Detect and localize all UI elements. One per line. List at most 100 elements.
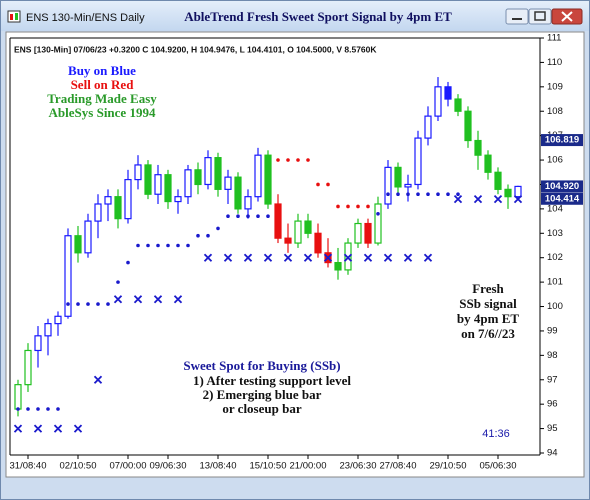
candle-body (274, 203, 282, 239)
y-tick-label: 111 (547, 33, 561, 44)
x-mark (113, 295, 123, 304)
candle-body (84, 220, 92, 254)
stop-dot (376, 211, 380, 216)
candle-body (164, 174, 172, 203)
x-mark (303, 253, 313, 262)
candle-body (504, 188, 512, 198)
stop-dot (176, 243, 180, 248)
y-tick-label: 101 (547, 277, 563, 288)
stop-dot (216, 226, 220, 231)
stop-dot (276, 158, 280, 162)
candle-body (394, 166, 402, 188)
fresh-note: by 4pm ET (457, 311, 519, 326)
price-tag-label: 106.819 (545, 135, 579, 146)
candle-body (314, 232, 322, 254)
stop-dot (396, 192, 400, 197)
ssb-note: 1) After testing support level (193, 373, 351, 388)
candle-body (264, 154, 272, 205)
candle-body (464, 110, 472, 142)
stop-dot (456, 192, 460, 197)
candle-body (144, 164, 152, 195)
stop-dot (106, 302, 110, 306)
candle-body (514, 185, 522, 198)
app-icon (7, 10, 21, 23)
x-mark (223, 253, 233, 262)
x-tick-label: 31/08:40 (10, 461, 47, 472)
x-mark (283, 253, 293, 262)
stop-dot (266, 214, 270, 219)
y-tick-label: 109 (547, 81, 563, 92)
x-mark (133, 295, 143, 304)
y-tick-label: 106 (547, 155, 563, 166)
stop-dot (306, 158, 310, 162)
candle-body (194, 169, 202, 186)
x-tick-label: 05/06:30 (480, 461, 517, 472)
stop-dot (196, 233, 200, 238)
x-mark (73, 424, 83, 433)
x-mark (343, 253, 353, 262)
candle-body (124, 178, 132, 220)
ssb-note: 2) Emerging blue bar (203, 387, 322, 402)
candle-body (454, 98, 462, 112)
x-tick-label: 27/08:40 (380, 461, 417, 472)
y-tick-label: 96 (547, 399, 558, 410)
note: Buy on Blue (68, 63, 136, 78)
x-tick-label: 15/10:50 (250, 461, 287, 472)
x-mark (13, 424, 23, 433)
stop-dot (416, 192, 420, 197)
x-mark (153, 295, 163, 304)
y-tick-label: 100 (547, 301, 563, 312)
stop-dot (86, 302, 90, 306)
candle-body (304, 220, 312, 234)
timer: 41:36 (482, 428, 510, 440)
x-tick-label: 02/10:50 (60, 461, 97, 472)
app-icon (10, 14, 13, 20)
candle-body (384, 166, 392, 205)
candle-body (214, 157, 222, 190)
candle-body (364, 222, 372, 244)
stop-dot (316, 182, 320, 187)
x-mark (53, 424, 63, 433)
ssb-note: or closeup bar (222, 401, 301, 416)
x-mark (403, 253, 413, 262)
stop-dot (366, 204, 370, 209)
candle-body (74, 235, 82, 254)
x-mark (173, 295, 183, 304)
candle-body (44, 323, 52, 337)
window-title: ENS 130-Min/ENS Daily (26, 12, 145, 24)
x-tick-label: 09/06:30 (150, 461, 187, 472)
candle-body (494, 171, 502, 190)
y-tick-label: 94 (547, 448, 558, 459)
note: Sell on Red (71, 77, 135, 92)
y-tick-label: 110 (547, 57, 562, 68)
stop-dot (206, 233, 210, 238)
stop-dot (356, 204, 360, 209)
ssb-note: Sweet Spot for Buying (SSb) (183, 358, 340, 373)
price-tag-label: 104.920 (545, 181, 579, 192)
chart-title: AbleTrend Fresh Sweet Sport Signal by 4p… (184, 9, 452, 24)
chart-area (5, 31, 585, 478)
stop-dot (226, 214, 230, 219)
x-tick-label: 23/06:30 (340, 461, 377, 472)
candle-body (374, 203, 382, 244)
stop-dot (26, 407, 30, 411)
stop-dot (166, 243, 170, 248)
stop-dot (436, 192, 440, 197)
x-mark (423, 253, 433, 262)
minimize-button[interactable] (505, 8, 529, 25)
x-mark (263, 253, 273, 262)
y-tick-label: 98 (547, 350, 558, 361)
stop-dot (36, 407, 40, 411)
y-tick-label: 104 (547, 203, 563, 214)
candle-body (94, 203, 102, 222)
stop-dot (346, 204, 350, 209)
candle-body (414, 137, 422, 186)
candle-body (284, 237, 292, 244)
stop-dot (186, 243, 190, 248)
stop-dot (116, 280, 120, 284)
fresh-note: Fresh (472, 281, 504, 296)
stop-dot (146, 243, 150, 248)
x-tick-label: 29/10:50 (430, 461, 467, 472)
candle-body (234, 176, 242, 210)
